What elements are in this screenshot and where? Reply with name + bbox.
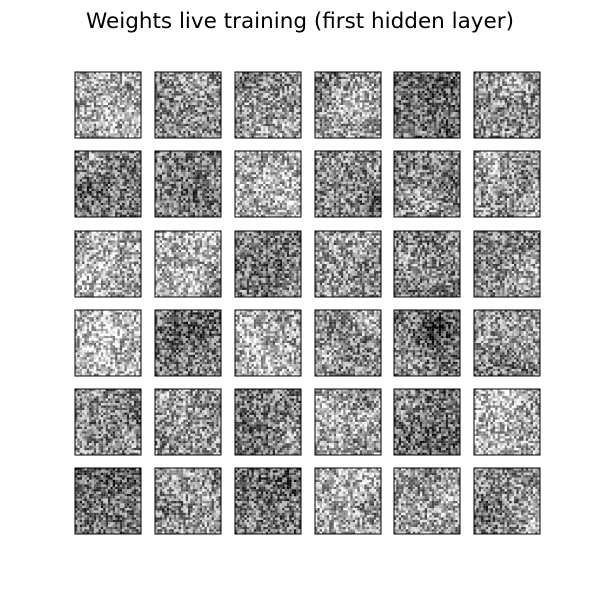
weight-tile-4-2 bbox=[155, 310, 221, 376]
weight-tile-6-1 bbox=[75, 468, 141, 534]
weight-tile-4-4 bbox=[315, 310, 381, 376]
weight-tile-5-2 bbox=[155, 389, 221, 455]
weight-tile-5-6 bbox=[474, 389, 540, 455]
weight-tile-3-5 bbox=[394, 231, 460, 297]
weight-tile-1-1 bbox=[75, 72, 141, 138]
weight-tile-1-5 bbox=[394, 72, 460, 138]
weight-tile-2-1 bbox=[75, 151, 141, 217]
weight-tile-1-2 bbox=[155, 72, 221, 138]
weight-tile-4-1 bbox=[75, 310, 141, 376]
weight-tile-3-4 bbox=[315, 231, 381, 297]
weight-tile-6-3 bbox=[235, 468, 301, 534]
weight-tile-5-4 bbox=[315, 389, 381, 455]
weight-tile-5-3 bbox=[235, 389, 301, 455]
weight-tile-6-2 bbox=[155, 468, 221, 534]
weight-tile-6-4 bbox=[315, 468, 381, 534]
weight-tile-3-6 bbox=[474, 231, 540, 297]
weight-tile-2-4 bbox=[315, 151, 381, 217]
weight-tile-4-5 bbox=[394, 310, 460, 376]
weight-tile-1-4 bbox=[315, 72, 381, 138]
weight-tile-3-2 bbox=[155, 231, 221, 297]
weight-tile-1-6 bbox=[474, 72, 540, 138]
weight-tile-4-6 bbox=[474, 310, 540, 376]
weight-tile-6-5 bbox=[394, 468, 460, 534]
weight-tile-3-1 bbox=[75, 231, 141, 297]
weight-tile-6-6 bbox=[474, 468, 540, 534]
weight-tile-5-1 bbox=[75, 389, 141, 455]
weight-tile-1-3 bbox=[235, 72, 301, 138]
weight-tile-2-6 bbox=[474, 151, 540, 217]
weight-tile-2-3 bbox=[235, 151, 301, 217]
weight-tile-4-3 bbox=[235, 310, 301, 376]
weight-tile-2-2 bbox=[155, 151, 221, 217]
weight-tile-2-5 bbox=[394, 151, 460, 217]
weight-tile-5-5 bbox=[394, 389, 460, 455]
weight-tile-3-3 bbox=[235, 231, 301, 297]
